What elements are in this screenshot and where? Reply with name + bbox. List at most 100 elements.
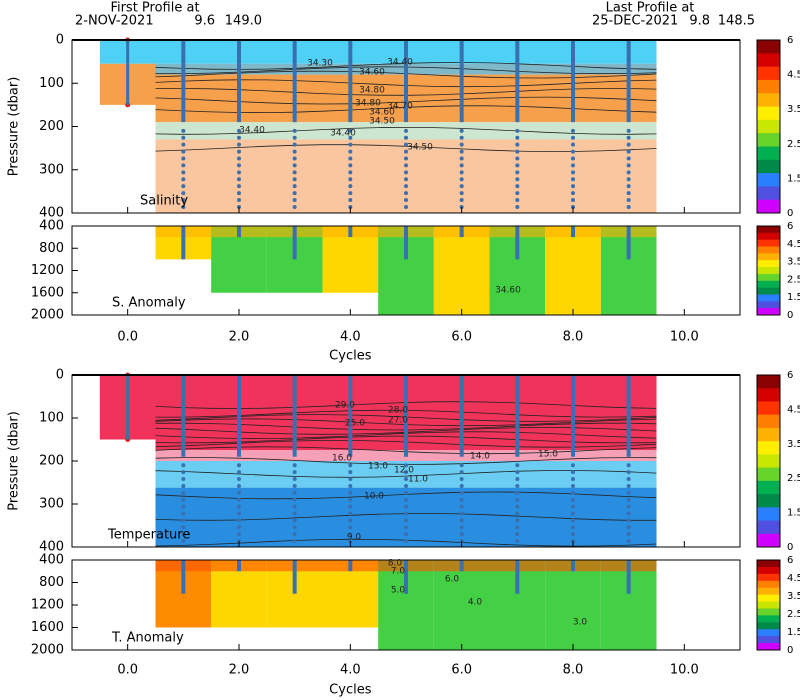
profile-dot bbox=[181, 532, 186, 537]
profile-dot bbox=[459, 532, 464, 537]
profile-dot bbox=[292, 177, 297, 182]
colorbar-cell bbox=[757, 40, 780, 54]
colorbar-cell bbox=[757, 520, 780, 535]
colorbar-tick-label: 0 bbox=[787, 310, 793, 321]
contour-label: 12.0 bbox=[394, 466, 414, 476]
profile-dot bbox=[348, 191, 353, 196]
profile-dot bbox=[348, 177, 353, 182]
contour-label: 13.0 bbox=[368, 462, 388, 472]
colorbar-cell bbox=[757, 273, 780, 282]
profile-dot bbox=[348, 163, 353, 168]
profile-dot bbox=[515, 497, 520, 502]
x-tick-label: 10.0 bbox=[670, 330, 699, 345]
contour-label: 7.0 bbox=[391, 567, 406, 577]
colorbar-cell bbox=[757, 267, 780, 275]
profile-dot bbox=[459, 483, 464, 488]
colorbar-cell bbox=[757, 467, 780, 482]
profile-dot bbox=[515, 490, 520, 495]
profile-dot bbox=[292, 184, 297, 189]
profile-dot bbox=[571, 532, 575, 537]
colorbar-cell bbox=[757, 566, 780, 575]
profile-dot bbox=[348, 204, 353, 209]
profile-dot bbox=[237, 504, 241, 509]
profile-dot bbox=[348, 128, 353, 133]
colorbar-cell bbox=[757, 226, 780, 234]
y-tick-label: 1200 bbox=[31, 263, 64, 278]
colorbar-cell bbox=[757, 636, 780, 644]
profile-dot bbox=[626, 204, 631, 209]
profile-dot bbox=[571, 184, 575, 189]
profile-dot bbox=[237, 525, 241, 530]
contour-label: 4.0 bbox=[468, 598, 483, 608]
profile-dot bbox=[348, 490, 353, 495]
profile-dot bbox=[626, 518, 631, 523]
profile-dot bbox=[459, 177, 464, 182]
profile-dot bbox=[459, 198, 464, 203]
profile-dot bbox=[404, 198, 408, 203]
profile-dot bbox=[571, 518, 575, 523]
colorbar-tick-label: 1.5 bbox=[787, 508, 800, 519]
profile-dot bbox=[404, 538, 408, 543]
colorbar-cell bbox=[757, 79, 780, 94]
profile-dot bbox=[237, 184, 241, 189]
colorbar-cell bbox=[757, 388, 780, 402]
colorbar-frame bbox=[756, 374, 781, 548]
profile-dot bbox=[237, 518, 241, 523]
profile-dot bbox=[626, 135, 631, 140]
profile-dot bbox=[348, 504, 353, 509]
profile-dot bbox=[571, 191, 575, 196]
profile-dot bbox=[571, 497, 575, 502]
profile-dot bbox=[181, 525, 186, 530]
profile-dot bbox=[181, 177, 186, 182]
colorbar-cell bbox=[757, 199, 780, 214]
profile-dot bbox=[237, 204, 241, 209]
profile-dot bbox=[181, 497, 186, 502]
profile-dot bbox=[292, 170, 297, 175]
profile-dot bbox=[348, 511, 353, 516]
y-tick-label: 400 bbox=[39, 540, 64, 555]
profile-dot bbox=[237, 538, 241, 543]
profile-dot bbox=[571, 470, 575, 475]
profile-dot bbox=[626, 184, 631, 189]
profile-dot bbox=[348, 170, 353, 175]
x-tick-label: 6.0 bbox=[451, 663, 472, 678]
colorbar-cell bbox=[757, 232, 780, 241]
profile-dot bbox=[459, 142, 464, 147]
contour-label: 34.60 bbox=[369, 108, 395, 118]
profile-dot bbox=[292, 497, 297, 502]
contour-label: 28.0 bbox=[388, 406, 408, 416]
profile-dot bbox=[459, 504, 464, 509]
colorbar-cell bbox=[757, 294, 780, 302]
profile-dot bbox=[459, 128, 464, 133]
first-lat: 9.6 bbox=[194, 14, 215, 29]
profile-dot bbox=[459, 518, 464, 523]
profile-dot bbox=[292, 470, 297, 475]
colorbar-tick-label: 2.5 bbox=[787, 274, 800, 285]
anomaly-label: T. Anomaly bbox=[111, 631, 184, 646]
profile-dot bbox=[181, 149, 186, 154]
y-tick-label: 0 bbox=[56, 33, 64, 48]
colorbar-tick-label: 3.5 bbox=[787, 257, 800, 268]
contour-label: 16.0 bbox=[332, 454, 352, 464]
colorbar-frame bbox=[756, 225, 781, 316]
last-lat: 9.8 bbox=[689, 14, 710, 29]
y-tick-label: 800 bbox=[39, 575, 64, 590]
y-axis-label: Pressure (dbar) bbox=[7, 77, 22, 177]
colorbar-cell bbox=[757, 260, 780, 268]
profile-dot bbox=[292, 518, 297, 523]
profile-dot bbox=[237, 463, 241, 468]
contour-label: 34.80 bbox=[359, 86, 385, 96]
profile-dot bbox=[348, 525, 353, 530]
profile-dot bbox=[515, 191, 520, 196]
profile-dot bbox=[571, 135, 575, 140]
colorbar-tick-label: 2.5 bbox=[787, 473, 800, 484]
contour-label: 34.50 bbox=[369, 117, 395, 127]
profile-dot bbox=[237, 191, 241, 196]
profile-dot bbox=[404, 518, 408, 523]
colorbar-cell bbox=[757, 560, 780, 568]
profile-dot bbox=[571, 483, 575, 488]
y-tick-label: 200 bbox=[39, 454, 64, 469]
profile-dot bbox=[404, 204, 408, 209]
profile-dot bbox=[181, 538, 186, 543]
profile-dot bbox=[515, 142, 520, 147]
